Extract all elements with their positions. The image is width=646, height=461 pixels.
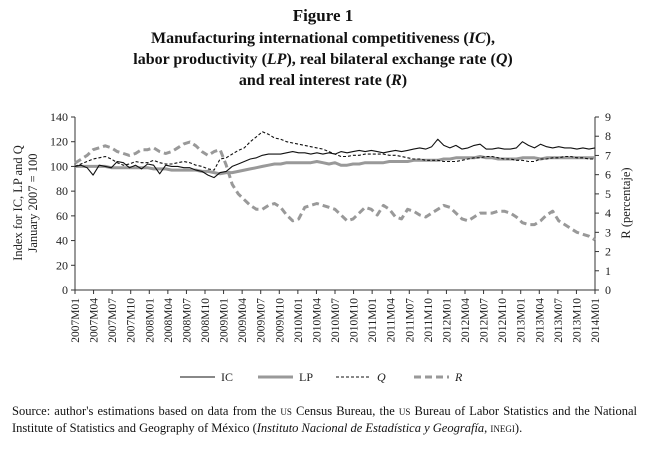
- x-tick-label: 2007M10: [126, 298, 138, 343]
- x-tick-label: 2008M07: [181, 298, 193, 343]
- y-tick-label-right: 7: [605, 148, 611, 162]
- y-axis-title-left-line-1: Index for IC, LP and Q: [11, 145, 25, 261]
- y-tick-label-right: 2: [605, 245, 611, 259]
- x-tick-label: 2012M10: [497, 298, 509, 343]
- y-tick-label-left: 60: [56, 209, 68, 223]
- chart: 0 20 40 60 80 100 120 140 0 1 2 3 4 5 6 7 8 9 2007M01 2007M…: [11, 110, 633, 384]
- y-tick-label-left: 80: [56, 184, 68, 198]
- y-tick-label-right: 0: [605, 283, 611, 297]
- y-tick-label-left: 140: [50, 110, 68, 124]
- y-tick-label-left: 40: [56, 234, 68, 248]
- figure-label: Figure 1: [292, 6, 354, 25]
- x-tick-label: 2009M10: [274, 298, 286, 343]
- x-tick-label: 2011M10: [423, 298, 435, 343]
- x-tick-label: 2008M04: [163, 298, 175, 343]
- legend-label-r: R: [454, 370, 463, 384]
- x-tick-label: 2012M01: [441, 298, 453, 343]
- series-line-q: [74, 131, 595, 171]
- x-tick-label: 2013M10: [571, 298, 583, 343]
- x-tick-label: 2010M04: [311, 298, 323, 343]
- title-line-2: labor productivity (LP), real bilateral …: [133, 51, 513, 68]
- x-tick-label: 2008M10: [200, 298, 212, 343]
- y-axis-title-left-line-2: January 2007 = 100: [26, 153, 40, 252]
- x-tick-label: 2009M07: [256, 298, 268, 343]
- x-tick-label: 2013M07: [553, 298, 565, 343]
- x-tick-label: 2010M07: [330, 298, 342, 343]
- y-tick-label-right: 4: [605, 206, 611, 220]
- x-tick-label: 2010M10: [349, 298, 361, 343]
- x-tick-label: 2007M01: [70, 298, 82, 343]
- y-tick-label-right: 5: [605, 187, 611, 201]
- x-tick-label: 2012M07: [479, 298, 491, 343]
- x-tick-label: 2011M07: [404, 298, 416, 343]
- y-axis-title-right: R (percentaje): [619, 167, 633, 238]
- y-tick-label-left: 0: [62, 283, 68, 297]
- x-tick-label: 2013M04: [534, 298, 546, 343]
- y-tick-label-right: 1: [605, 264, 611, 278]
- source-note: Source: author's estimations based on da…: [12, 404, 638, 435]
- y-tick-label-left: 20: [56, 258, 68, 272]
- x-tick-label: 2011M01: [367, 298, 379, 343]
- y-tick-label-right: 6: [605, 168, 611, 182]
- y-tick-label-right: 9: [605, 110, 611, 124]
- legend-label-lp: LP: [299, 370, 313, 384]
- y-tick-label-left: 100: [50, 159, 68, 173]
- x-tick-label: 2014M01: [590, 298, 602, 343]
- x-tick-label: 2009M01: [219, 298, 231, 343]
- legend-label-ic: IC: [221, 370, 233, 384]
- x-tick-label: 2010M01: [293, 298, 305, 343]
- x-tick-label: 2013M01: [516, 298, 528, 343]
- x-tick-label: 2011M04: [386, 298, 398, 343]
- y-tick-label-right: 3: [605, 225, 611, 239]
- title-line-3: and real interest rate (R): [238, 72, 408, 89]
- title-line-1: Manufacturing international competitiven…: [151, 30, 495, 47]
- legend-label-q: Q: [377, 370, 386, 384]
- x-tick-label: 2007M07: [107, 298, 119, 343]
- series-line-r: [74, 140, 596, 242]
- series-line-ic: [74, 138, 596, 179]
- y-tick-label-right: 8: [605, 129, 611, 143]
- y-tick-label-left: 120: [50, 135, 68, 149]
- x-tick-label: 2009M04: [237, 298, 249, 343]
- x-tick-label: 2007M04: [89, 298, 101, 343]
- x-tick-label: 2008M01: [144, 298, 156, 343]
- x-tick-label: 2012M04: [460, 298, 472, 343]
